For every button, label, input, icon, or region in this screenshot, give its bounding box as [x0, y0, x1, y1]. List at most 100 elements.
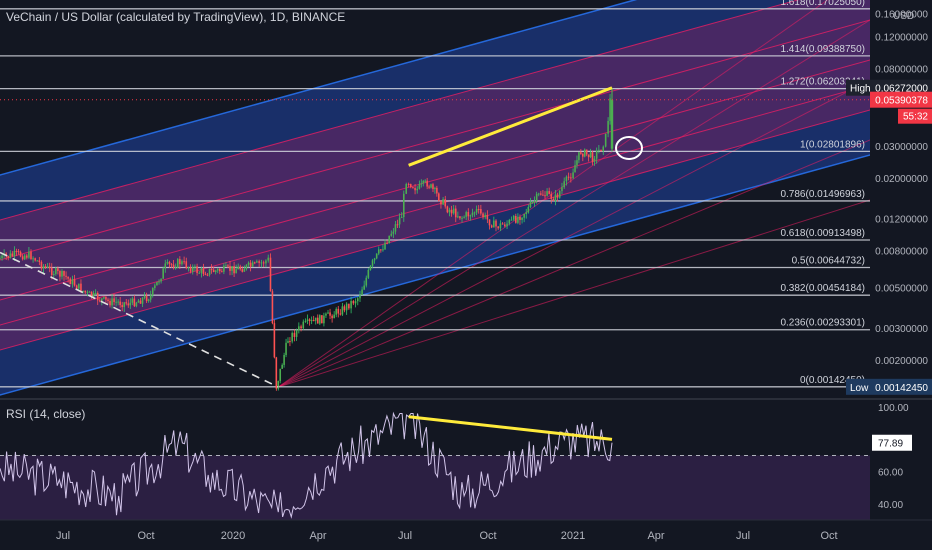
candle [409, 184, 412, 188]
price-tick-label: 0.12000000 [875, 32, 928, 43]
price-axis[interactable] [870, 0, 932, 398]
candle [253, 262, 256, 264]
candle [565, 176, 568, 182]
candle [235, 269, 237, 274]
candle [141, 297, 144, 304]
candle [251, 262, 254, 267]
candle [587, 154, 590, 158]
candle [585, 149, 588, 155]
price-tick-label: 0.00500000 [875, 284, 928, 295]
candle [471, 212, 474, 216]
candle [174, 267, 177, 269]
time-axis[interactable] [0, 520, 932, 550]
candle [607, 120, 609, 134]
main-pane[interactable] [0, 0, 870, 398]
candle [398, 217, 401, 225]
candle [609, 98, 611, 121]
candle [204, 273, 207, 275]
candle [550, 193, 553, 199]
candle [19, 251, 22, 257]
candle [267, 257, 270, 261]
candle [341, 306, 344, 315]
candle [53, 273, 55, 276]
candle [194, 266, 196, 268]
candle [556, 194, 559, 198]
candle [127, 303, 130, 306]
candle [339, 313, 342, 315]
candle [34, 258, 36, 261]
candle [446, 206, 449, 213]
candle [17, 251, 20, 253]
time-tick-label: Oct [820, 530, 837, 542]
candle [179, 259, 181, 265]
candle [591, 152, 594, 162]
candle [306, 319, 309, 321]
candle [304, 320, 307, 322]
candle [59, 271, 61, 277]
dashed-trendline [0, 251, 279, 388]
price-tick-label: 0.02000000 [875, 174, 928, 185]
highlight-circle [615, 136, 643, 160]
time-tick-label: Jul [56, 530, 70, 542]
fib-label: 0.786(0.01496963) [780, 189, 865, 200]
time-tick-label: Apr [309, 530, 326, 542]
candle [21, 256, 24, 260]
candle [552, 198, 555, 201]
price-tick-label: 0.03000000 [875, 142, 928, 153]
candle [225, 265, 227, 267]
candle [382, 249, 384, 251]
candle [269, 257, 272, 292]
candle [187, 267, 190, 269]
candle [323, 315, 325, 324]
candle [333, 314, 335, 319]
candle [262, 262, 265, 264]
fib-label: 1.618(0.17025050) [780, 0, 865, 8]
candle [405, 183, 408, 194]
candle [499, 223, 502, 229]
candle [96, 292, 99, 301]
candle [23, 255, 26, 260]
candle [181, 261, 183, 265]
candle [544, 195, 546, 197]
candle [454, 208, 457, 218]
candle [386, 242, 388, 244]
svg-text:0.00142450: 0.00142450 [875, 383, 928, 394]
candle [517, 216, 519, 223]
candle [231, 266, 233, 271]
candle [61, 270, 63, 277]
candle [508, 220, 511, 224]
time-tick-label: Oct [479, 530, 496, 542]
candle [189, 267, 192, 272]
candle [463, 216, 465, 218]
candle [111, 298, 113, 306]
candle [432, 184, 434, 190]
candle [105, 296, 107, 300]
candle [436, 187, 438, 194]
candle [243, 269, 246, 272]
candle [160, 278, 162, 282]
candle [504, 224, 506, 227]
candle [239, 266, 242, 270]
candle [229, 265, 231, 271]
candle [515, 215, 517, 223]
candle [223, 265, 225, 272]
rsi-tick-label: 60.00 [878, 468, 903, 479]
candle [289, 341, 291, 343]
candle [162, 268, 164, 279]
candle [279, 368, 282, 381]
candle [600, 149, 602, 152]
candle [352, 300, 355, 304]
candle [519, 216, 521, 220]
candle [107, 299, 109, 301]
candle [312, 320, 315, 322]
candle [567, 176, 570, 178]
price-tick-label: 0.00200000 [875, 356, 928, 367]
candle [598, 149, 600, 151]
candle [1, 255, 3, 259]
candle [38, 260, 41, 262]
candle [426, 180, 428, 187]
candle [63, 270, 65, 276]
candle [345, 303, 348, 311]
candle [319, 315, 321, 324]
